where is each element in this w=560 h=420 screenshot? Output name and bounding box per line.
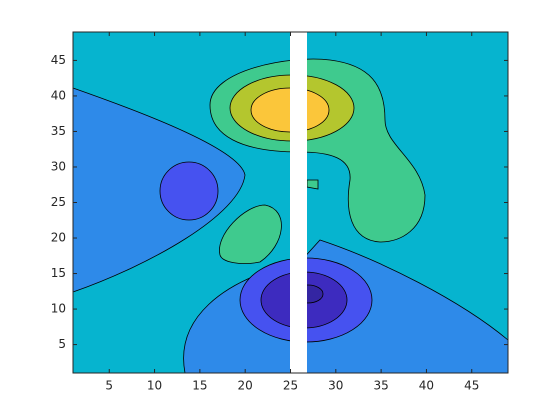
y-tick-label: 25 [51, 195, 66, 209]
y-tick-label: 15 [51, 266, 66, 280]
x-tick-label: 20 [238, 379, 253, 393]
x-tick-label: 15 [192, 379, 207, 393]
y-tick-label: 20 [51, 231, 66, 245]
contour-region [219, 204, 282, 264]
y-tick-label: 10 [51, 302, 66, 316]
x-tick-label: 5 [105, 379, 113, 393]
contour-region [306, 179, 319, 190]
missing-data-gap [290, 31, 307, 374]
y-tick-label: 40 [51, 88, 66, 102]
x-tick-label: 40 [419, 379, 434, 393]
y-tick-label: 45 [51, 53, 66, 67]
contour-fills [72, 31, 509, 374]
x-tick-label: 35 [373, 379, 388, 393]
x-tick-label: 25 [283, 379, 298, 393]
contour-region [72, 87, 246, 293]
x-tick-label: 10 [147, 379, 162, 393]
contour-region [159, 161, 219, 221]
y-tick-label: 35 [51, 124, 66, 138]
y-tick-label: 30 [51, 159, 66, 173]
x-tick-label: 45 [464, 379, 479, 393]
y-tick-label: 5 [58, 337, 66, 351]
x-tick-label: 30 [328, 379, 343, 393]
